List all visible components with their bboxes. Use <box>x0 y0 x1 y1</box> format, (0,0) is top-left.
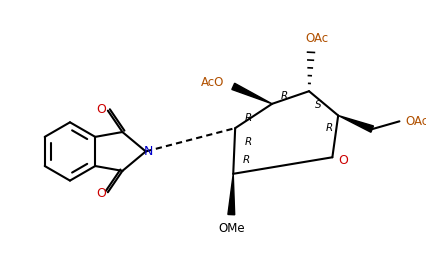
Text: O: O <box>337 154 347 167</box>
Text: R: R <box>325 123 332 133</box>
Text: R: R <box>245 113 252 123</box>
Polygon shape <box>231 83 271 104</box>
Text: R: R <box>245 137 252 147</box>
Polygon shape <box>227 174 234 215</box>
Text: S: S <box>314 100 320 110</box>
Text: R: R <box>280 91 288 101</box>
Text: R: R <box>242 155 249 165</box>
Polygon shape <box>337 116 373 132</box>
Text: OAc: OAc <box>404 115 426 128</box>
Text: OAc: OAc <box>305 32 328 45</box>
Text: O: O <box>96 187 106 200</box>
Text: AcO: AcO <box>201 76 224 89</box>
Text: OMe: OMe <box>217 222 244 235</box>
Text: N: N <box>144 145 153 158</box>
Text: O: O <box>96 103 106 116</box>
